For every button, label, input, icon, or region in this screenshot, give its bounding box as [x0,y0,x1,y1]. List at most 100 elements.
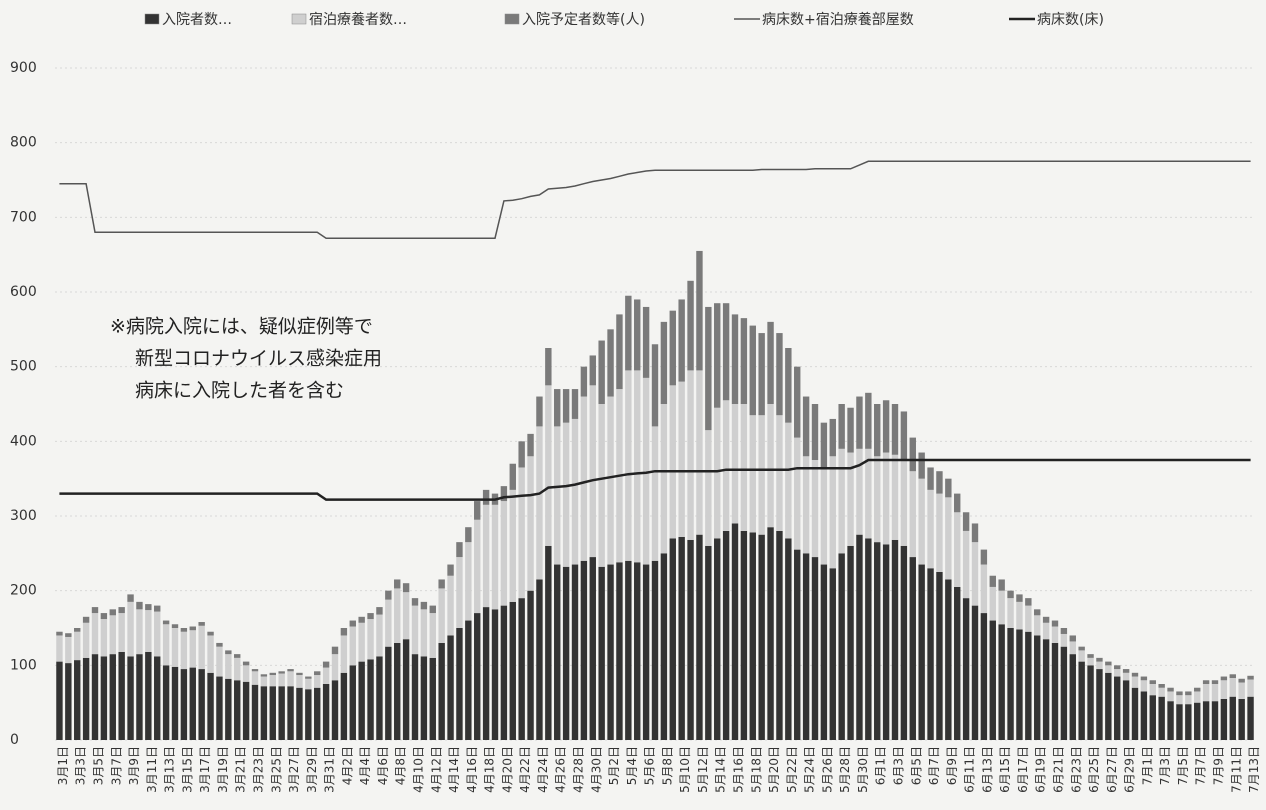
bar-segment [385,590,392,600]
bar-segment [1194,702,1201,740]
bar-segment [794,437,801,550]
x-tick-label: 4月28日 [572,746,586,793]
bar-segment [678,299,685,382]
bar-segment [1034,615,1041,636]
bar-segment [722,400,730,531]
bar-segment [109,615,116,655]
legend-label: 病床数(床) [1037,12,1104,28]
bar-segment [162,665,170,740]
bar-segment [154,656,161,740]
bar-segment [189,630,196,668]
x-tick-label: 5月2日 [607,746,621,785]
bar-segment [447,635,454,740]
bar-segment [1247,696,1254,740]
bar-segment [1087,665,1094,740]
bar-segment [1220,680,1228,699]
bar-segment [936,471,943,494]
bar-segment [705,430,712,546]
bar-segment [296,672,303,676]
bar-segment [651,344,659,427]
y-tick-label: 100 [10,657,37,673]
x-tick-label: 3月25日 [269,746,283,793]
bar-segment [402,639,410,740]
bar-segment [962,530,970,599]
bar-segment [1078,650,1085,662]
bar-segment [954,512,961,587]
bar-segment [829,418,836,457]
bar-segment [651,560,659,740]
bar-segment [1114,665,1121,670]
bar-segment [198,669,205,740]
x-tick-label: 6月29日 [1123,746,1137,793]
bar-segment [998,579,1005,591]
x-tick-label: 7月3日 [1158,746,1172,785]
bar-segment [74,631,81,661]
bar-segment [829,568,836,740]
bar-segment [1238,678,1245,683]
bar-segment [865,538,872,740]
bar-segment [580,366,588,397]
bar-segment [598,566,605,740]
bar-segment [394,579,401,589]
bar-segment [1007,628,1014,740]
bar-segment [918,564,925,740]
x-tick-label: 7月13日 [1247,746,1261,793]
x-tick-label: 5月4日 [625,746,639,785]
bar-segment [420,609,428,657]
bar-segment [678,381,685,537]
bar-segment [65,636,72,664]
bar-segment [1167,701,1174,740]
bar-segment [225,654,232,679]
x-tick-label: 5月30日 [856,746,870,793]
bar-segment [1034,609,1041,616]
bar-segment [909,557,916,740]
x-tick-label: 4月20日 [500,746,514,793]
bar-segment [1025,631,1032,740]
bar-segment [127,656,134,740]
bar-segment [402,592,410,640]
bar-segment [1167,687,1174,692]
bar-segment [145,651,152,740]
x-tick-label: 3月13日 [163,746,177,793]
bar-segment [589,385,596,558]
bar-segment [349,620,356,627]
bar-segment [260,674,268,677]
annotation-line: 病床に入院した者を含む [135,380,344,402]
bar-segment [1042,639,1050,740]
bar-segment [571,389,579,419]
bar-segment [687,370,694,540]
y-tick-label: 300 [10,508,37,524]
bar-segment [100,656,108,740]
bar-segment [820,422,828,468]
bar-segment [642,377,650,565]
x-tick-label: 7月5日 [1176,746,1190,785]
bar-segment [527,590,534,740]
bar-segment [1176,704,1183,740]
bar-segment [1122,680,1130,740]
bar-segment [198,622,205,626]
bar-segment [625,560,632,740]
bar-segment [180,669,188,740]
legend-swatch [144,13,160,25]
bar-segment [1176,695,1183,705]
bar-segment [91,613,99,655]
x-tick-label: 5月22日 [785,746,799,793]
bar-segment [847,452,854,546]
bar-segment [1229,674,1236,679]
bar-segment [411,654,419,740]
bar-segment [482,489,490,505]
bar-segment [287,686,294,740]
bar-segment [722,303,730,401]
bar-segment [1220,676,1228,681]
bar-segment [545,348,552,386]
bar-segment [554,389,561,427]
bar-segment [580,560,588,740]
bar-segment [705,306,712,431]
bar-segment [74,660,81,740]
bar-segment [1149,695,1156,740]
bar-segment [607,329,614,397]
x-tick-label: 4月12日 [429,746,443,793]
bar-segment [491,504,499,610]
bar-segment [696,370,703,535]
bar-segment [56,661,63,740]
